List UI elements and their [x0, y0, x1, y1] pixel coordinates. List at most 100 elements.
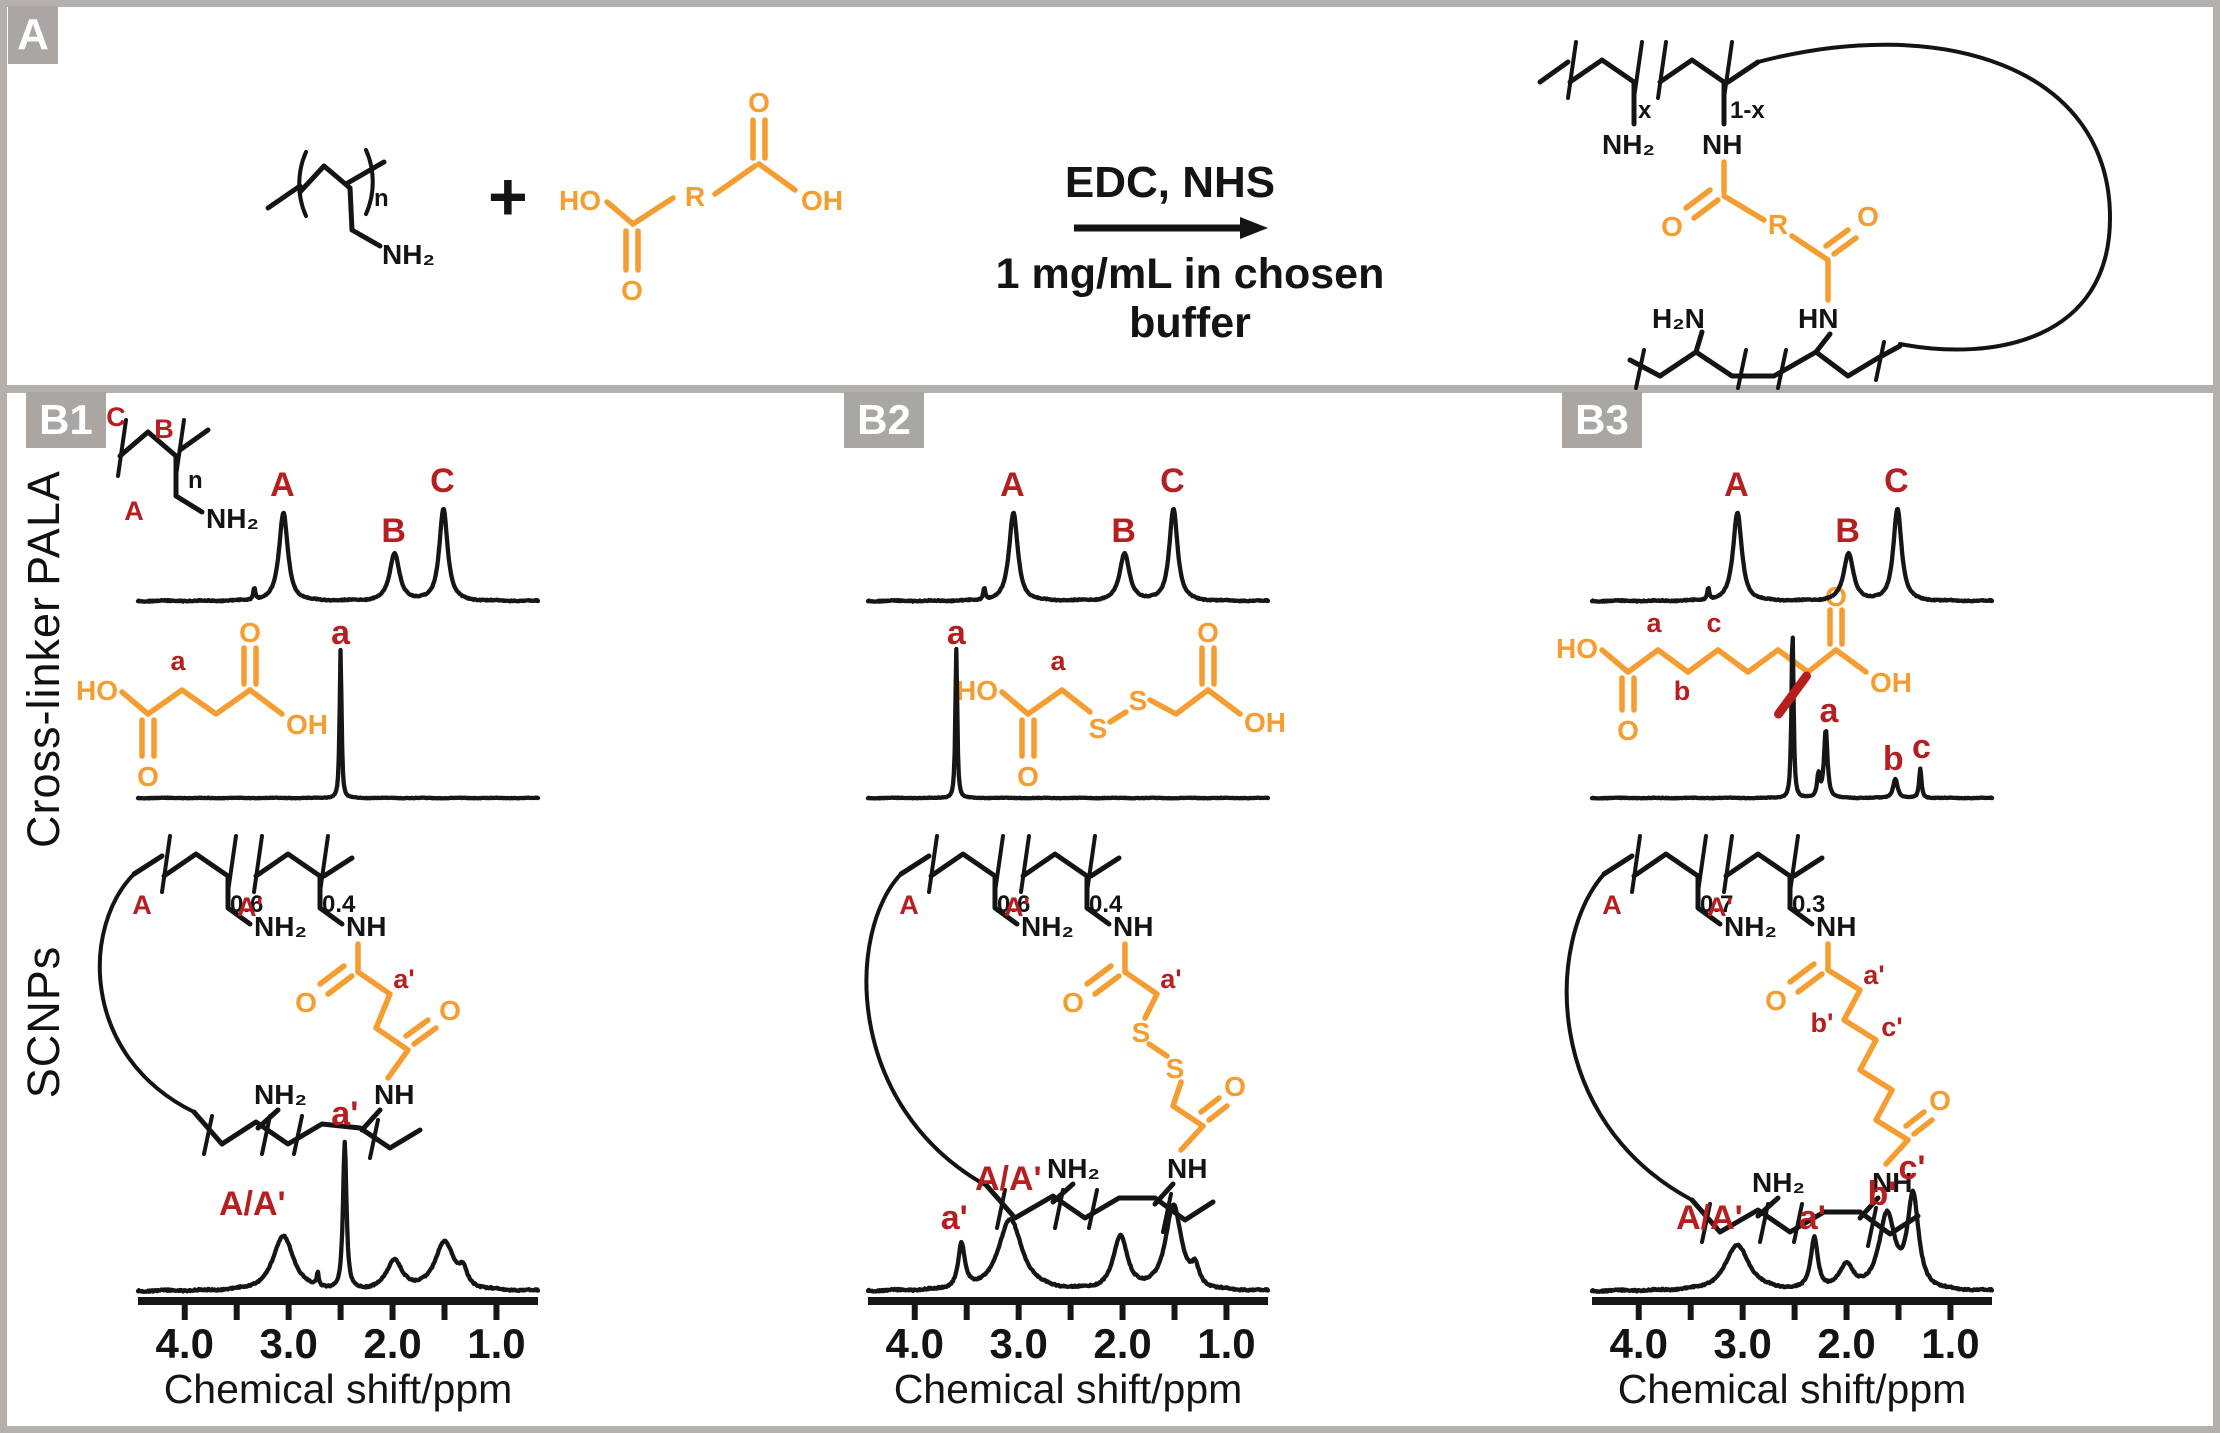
spectrum-peak-label: C	[1884, 462, 1909, 500]
nh2-label: NH₂	[1021, 911, 1074, 942]
axis-tick-label: 4.0	[156, 1320, 214, 1367]
o-label: O	[239, 617, 261, 648]
axis-tick-label: 3.0	[259, 1320, 317, 1367]
spectrum-peak-label: b	[1883, 740, 1904, 778]
peak-letter-Ap: A'	[1707, 892, 1733, 922]
bottom-chain	[1627, 329, 1903, 390]
proton-bp-label: b'	[1811, 1008, 1834, 1038]
o-label: O	[1197, 617, 1219, 648]
o-label: O	[1929, 1085, 1951, 1116]
reaction-arrow	[1074, 217, 1268, 239]
s-label: S	[1166, 1053, 1185, 1084]
nh-label: NH	[1816, 911, 1856, 942]
spectrum-peak-label: A	[270, 466, 295, 504]
proton-c-label: c	[1706, 608, 1721, 638]
nh-label: NH	[1113, 911, 1153, 942]
peak-letter-A: A	[132, 890, 152, 920]
scnps-spectrum-b1: A/A' a'	[135, 1095, 541, 1294]
ho-label: HO	[76, 675, 118, 706]
hn-label: HN	[1798, 303, 1838, 334]
ho-label: HO	[1556, 633, 1598, 664]
loop-bond	[1756, 42, 2112, 352]
loop-bond	[1564, 872, 1694, 1202]
bottom-chain	[1689, 1195, 1921, 1248]
proton-a-label: a	[1646, 608, 1662, 638]
o-label: O	[1765, 985, 1787, 1016]
bottom-chain	[984, 1181, 1216, 1234]
spectrum-peak-label: a	[1819, 692, 1839, 730]
fraction-1-x-label: 1-x	[1730, 97, 1765, 124]
pala-spectrum-b2: A BC	[865, 462, 1271, 604]
top-chain	[1537, 40, 1761, 127]
spectrum-peak-label: B	[1835, 512, 1860, 550]
spectrum-peak-label: A/A'	[1676, 1199, 1743, 1237]
pala-spectrum-b1: A BC	[135, 462, 541, 604]
proton-b-label: b	[1674, 676, 1691, 706]
pala-structure-b1: C B A n NH₂	[106, 402, 259, 534]
s-label: S	[1089, 713, 1108, 744]
crosslinker-structure-b2: HO O S S O OH a	[956, 617, 1286, 792]
spectrum-peak-label: a'	[331, 1095, 358, 1133]
crosslinker-spectrum-b3: ab c	[1589, 635, 1995, 801]
scnps-structure-b3: 0.7 0.3 A A' NH₂ NH O O a' b' c' NH₂ NH	[1564, 834, 1951, 1248]
plus-sign: +	[488, 159, 528, 235]
scnps-structure-b1: 0.6 0.4 A A' NH₂ NH O O a' NH₂ NH	[97, 834, 461, 1160]
top-chain	[1601, 834, 1825, 927]
axis-tick-label: 2.0	[1093, 1320, 1151, 1367]
succinamide-linker	[317, 941, 439, 1081]
x-axis-b2: 4.0 3.0 2.0 1.0	[868, 1297, 1268, 1367]
proton-ap-label: a'	[1863, 960, 1884, 990]
axis-tick-label: 1.0	[1921, 1320, 1979, 1367]
spectrum-peak-label: C	[430, 462, 455, 500]
repeat-n-label: n	[374, 185, 389, 212]
oh-label: OH	[1870, 667, 1912, 698]
suberic-acid-bonds	[1599, 607, 1869, 713]
backbone	[116, 418, 211, 515]
row-label-crosslinker: Cross-linker	[18, 595, 69, 849]
o-label: O	[1661, 211, 1683, 242]
spectrum-peak-label: c	[1912, 728, 1931, 766]
o-label: O	[1825, 581, 1847, 612]
nh-label: NH	[346, 911, 386, 942]
crosslinker-structure-b1: HO O O OH a	[76, 617, 328, 792]
x-axis-b1: 4.0 3.0 2.0 1.0	[138, 1297, 538, 1367]
bottom-chain	[191, 1107, 423, 1160]
repeat-n-label: n	[188, 467, 203, 494]
axis-tick-label: 3.0	[989, 1320, 1047, 1367]
oh-label: OH	[286, 709, 328, 740]
spectrum-peak-label: a	[947, 614, 967, 652]
r-group-label: R	[1768, 209, 1788, 240]
loop-bond	[97, 872, 196, 1114]
peak-letter-A: A	[124, 496, 144, 526]
top-chain	[131, 834, 355, 927]
peak-letter-Ap: A'	[1004, 892, 1030, 922]
spectrum-peak-label: A	[1724, 466, 1749, 504]
peak-letter-Ap: A'	[237, 892, 263, 922]
crosslinker-spectrum-b2: a	[865, 614, 1271, 801]
fraction-x-label: x	[1638, 97, 1652, 124]
o-label: O	[439, 995, 461, 1026]
o-label: O	[1857, 201, 1879, 232]
panel-b1-tag: B1	[26, 392, 106, 448]
spectrum-peak-label: B	[381, 512, 406, 550]
diacid-bonds	[604, 117, 798, 273]
peak-letter-A: A	[1602, 890, 1622, 920]
crosslinker-spectrum-b1: a	[135, 614, 541, 801]
axis-tick-label: 2.0	[363, 1320, 421, 1367]
o-label: O	[748, 87, 770, 118]
x-axis-b3: 4.0 3.0 2.0 1.0	[1592, 1297, 1992, 1367]
ho-label: HO	[956, 675, 998, 706]
oh-label: OH	[801, 185, 843, 216]
nh-label: NH	[1702, 129, 1742, 160]
o-label: O	[1617, 715, 1639, 746]
x-axis-title-b3: Chemical shift/ppm	[1617, 1366, 1967, 1412]
fraction-label: 0.4	[322, 891, 356, 918]
scnps-structure-b2: 0.6 0.4 A A' NH₂ NH O S S O a' NH₂ NH	[864, 834, 1246, 1234]
peak-letter-C: C	[106, 402, 126, 432]
spectrum-peak-label: a	[331, 614, 351, 652]
axis-tick-label: 1.0	[1197, 1320, 1255, 1367]
succinic-acid-bonds	[119, 645, 285, 759]
spectrum-peak-label: a'	[941, 1199, 968, 1237]
axis-tick-label: 2.0	[1817, 1320, 1875, 1367]
nh2-label: NH₂	[254, 911, 307, 942]
